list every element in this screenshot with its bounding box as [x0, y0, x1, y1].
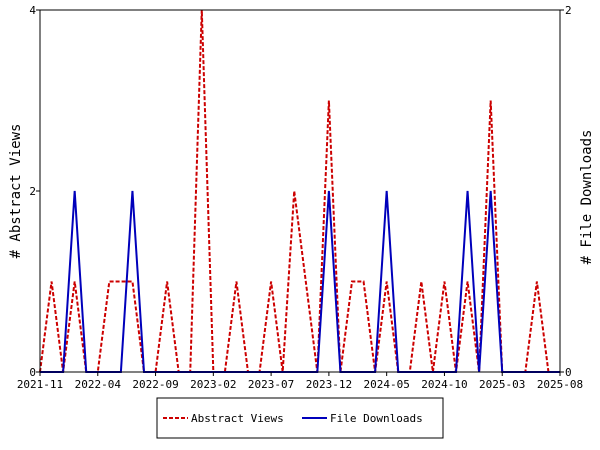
y-axis-left-label: # Abstract Views	[8, 124, 24, 259]
x-tick-label: 2022-04	[75, 378, 122, 391]
x-tick-label: 2025-08	[537, 378, 583, 391]
plot-area	[40, 10, 560, 372]
y-right-tick-label: 0	[565, 366, 572, 379]
plot-background	[40, 10, 560, 372]
x-tick-label: 2024-10	[421, 378, 467, 391]
legend-box	[156, 397, 444, 439]
axes-layer: 2021-11 2022-04 2022-09 2023-02 2023-07 2023-…	[17, 4, 583, 391]
x-tick-label: 2025-03	[479, 378, 525, 391]
legend: Abstract Views File Downloads	[156, 397, 444, 439]
x-tick-label: 2021-11	[17, 378, 63, 391]
legend-label-file-downloads: File Downloads	[330, 412, 423, 425]
x-tick-label: 2022-09	[132, 378, 178, 391]
series-line-abstract-views	[39, 9, 560, 373]
y-left-tick-label: 0	[29, 366, 36, 379]
y-axis-right-label: # File Downloads	[579, 130, 595, 265]
x-tick-label: 2023-02	[190, 378, 236, 391]
x-tick-label: 2023-12	[306, 378, 352, 391]
x-tick-label: 2023-07	[248, 378, 294, 391]
x-tick-label: 2024-05	[363, 378, 409, 391]
y-left-tick-label: 4	[29, 4, 36, 17]
legend-label-abstract-views: Abstract Views	[191, 412, 284, 425]
y-left-tick-label: 2	[29, 185, 36, 198]
y-right-tick-label: 2	[565, 4, 572, 17]
